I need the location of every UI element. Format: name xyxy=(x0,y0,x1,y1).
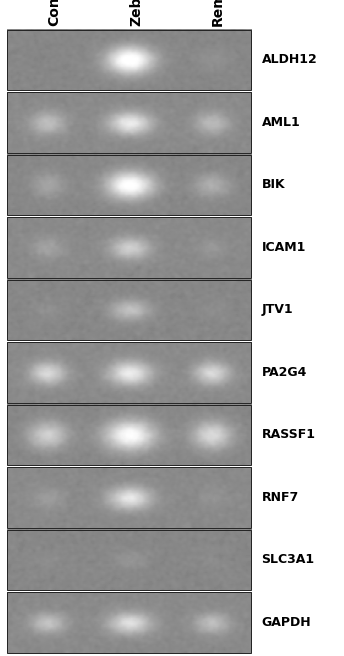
Text: ICAM1: ICAM1 xyxy=(261,241,306,254)
Text: RNF7: RNF7 xyxy=(261,491,299,504)
Bar xyxy=(7,217,251,277)
Bar xyxy=(7,405,251,465)
Bar xyxy=(7,30,251,90)
Text: AML1: AML1 xyxy=(261,116,300,129)
Text: Control: Control xyxy=(47,0,61,26)
Text: SLC3A1: SLC3A1 xyxy=(261,554,314,566)
Text: Remethylated: Remethylated xyxy=(211,0,225,26)
Bar xyxy=(7,592,251,653)
Bar xyxy=(7,279,251,340)
Text: ALDH12: ALDH12 xyxy=(261,53,317,66)
Text: Zebularine: Zebularine xyxy=(129,0,143,26)
Text: RASSF1: RASSF1 xyxy=(261,428,315,441)
Bar xyxy=(7,467,251,527)
Text: PA2G4: PA2G4 xyxy=(261,366,307,379)
Text: JTV1: JTV1 xyxy=(261,303,293,316)
Bar xyxy=(7,342,251,403)
Bar xyxy=(7,92,251,153)
Bar xyxy=(7,155,251,215)
Text: GAPDH: GAPDH xyxy=(261,616,311,629)
Bar xyxy=(7,529,251,590)
Text: BIK: BIK xyxy=(261,178,285,192)
